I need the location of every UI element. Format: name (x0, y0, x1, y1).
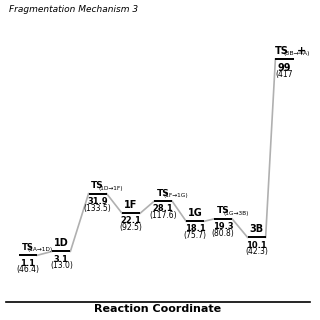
Text: (1F→1G): (1F→1G) (164, 193, 188, 198)
Text: 1D: 1D (54, 238, 69, 248)
Text: TS: TS (157, 188, 170, 198)
Text: +: + (297, 45, 306, 55)
Text: 3.1: 3.1 (54, 254, 69, 264)
Text: (42.3): (42.3) (245, 247, 268, 256)
Text: (417: (417 (276, 70, 293, 79)
Text: 1F: 1F (124, 200, 138, 210)
Text: 19.3: 19.3 (213, 222, 233, 231)
Text: TS: TS (275, 45, 289, 55)
Text: (133.5): (133.5) (84, 204, 111, 213)
Text: 18.1: 18.1 (185, 225, 205, 234)
X-axis label: Reaction Coordinate: Reaction Coordinate (94, 304, 221, 315)
Text: 1.1: 1.1 (20, 259, 36, 268)
Text: (75.7): (75.7) (184, 231, 207, 240)
Text: 1G: 1G (188, 208, 203, 218)
Text: 22.1: 22.1 (121, 216, 141, 226)
Text: 99: 99 (278, 63, 291, 73)
Text: TS: TS (91, 181, 104, 190)
Text: TS: TS (22, 243, 34, 252)
Text: (117.6): (117.6) (149, 211, 177, 220)
Text: 10.1: 10.1 (246, 241, 267, 250)
Text: (80.8): (80.8) (212, 229, 235, 238)
Text: 28.1: 28.1 (153, 204, 173, 213)
Text: (13.0): (13.0) (50, 261, 73, 270)
Text: 31.9: 31.9 (87, 197, 108, 206)
Text: TS: TS (217, 206, 229, 215)
Text: Fragmentation Mechanism 3: Fragmentation Mechanism 3 (9, 5, 138, 14)
Text: (1D→1F): (1D→1F) (98, 186, 123, 191)
Text: (3B→4A): (3B→4A) (283, 51, 309, 56)
Text: (1A→1D): (1A→1D) (28, 247, 53, 252)
Text: (1G→3B): (1G→3B) (224, 211, 249, 216)
Text: (46.4): (46.4) (16, 265, 39, 274)
Text: (92.5): (92.5) (120, 223, 142, 232)
Text: 3B: 3B (250, 224, 264, 234)
